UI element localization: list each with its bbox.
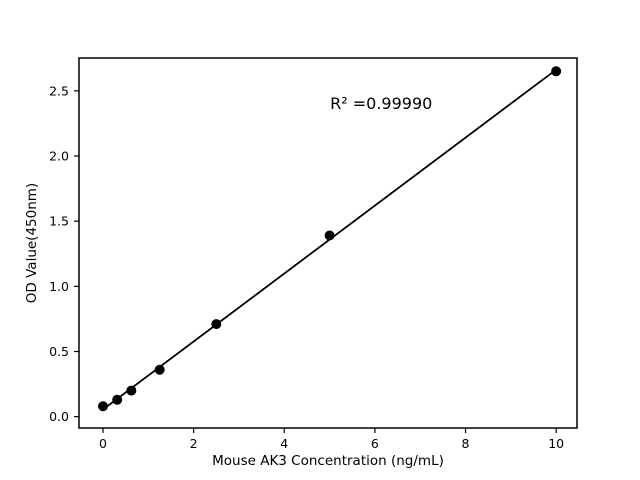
x-tick-label: 8 (462, 436, 470, 451)
axes-spines (78, 57, 578, 429)
data-point (211, 319, 222, 330)
x-axis-label: Mouse AK3 Concentration (ng/mL) (212, 453, 444, 469)
x-tick-label: 0 (99, 436, 107, 451)
y-axis-label: OD Value(450nm) (24, 183, 40, 303)
x-tick-label: 2 (190, 436, 198, 451)
y-tick-label: 2.5 (49, 83, 69, 98)
data-point (98, 401, 109, 412)
r-squared-annotation: R² =0.99990 (330, 94, 432, 113)
y-tick-label: 0.0 (49, 409, 69, 424)
data-point (112, 394, 123, 405)
data-point (551, 66, 562, 77)
x-tick-label: 6 (371, 436, 379, 451)
y-tick-label: 0.5 (49, 344, 69, 359)
x-tick-label: 10 (548, 436, 564, 451)
y-tick-label: 2.0 (49, 149, 69, 164)
data-point (324, 230, 335, 241)
y-tick-label: 1.0 (49, 279, 69, 294)
data-point (126, 385, 137, 396)
x-tick-label: 4 (280, 436, 288, 451)
y-tick-label: 1.5 (49, 214, 69, 229)
data-point (154, 364, 165, 375)
